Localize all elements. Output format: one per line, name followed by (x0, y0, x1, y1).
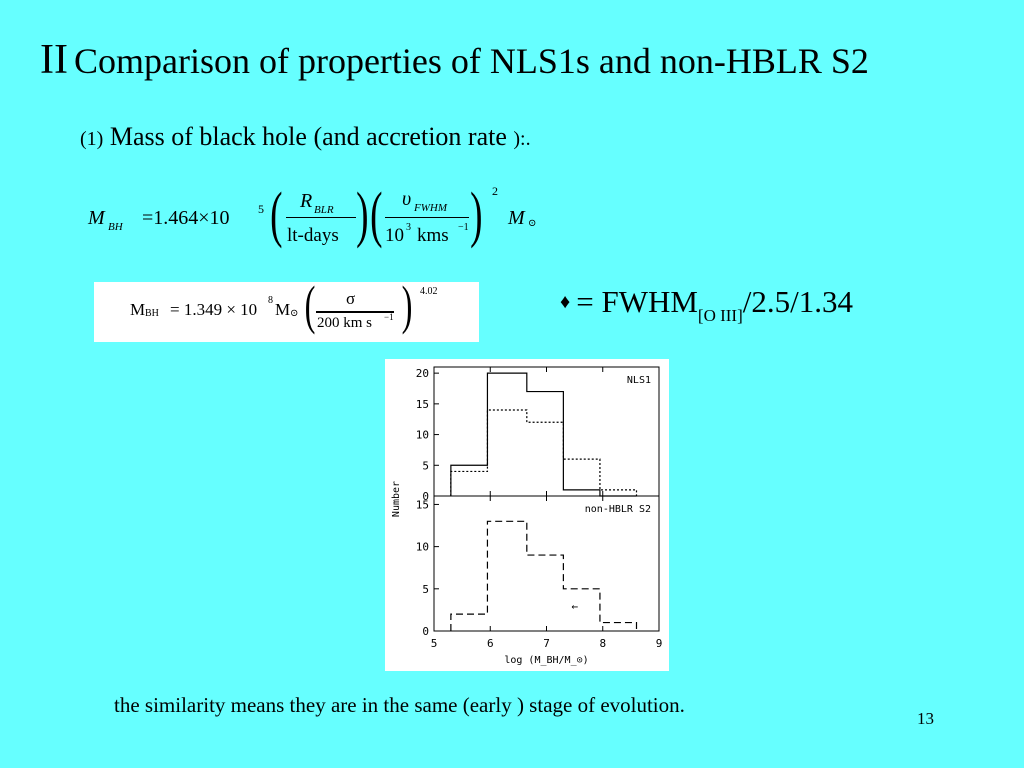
x-tick-label: 9 (656, 637, 663, 650)
f2-msun: M (275, 300, 291, 319)
f1-num1-sub: BLR (314, 204, 334, 216)
fwhm-tail: /2.5/1.34 (742, 284, 853, 319)
f2-paren-close: ) (401, 275, 413, 335)
f2-power: 4.02 (420, 286, 438, 297)
subtitle-suffix: ):. (513, 128, 531, 150)
fwhm-bullet-point: ♦ = FWHM[O III]/2.5/1.34 (560, 284, 853, 325)
f2-den-exp: −1 (384, 312, 394, 322)
f1-num1: R (300, 190, 313, 212)
f2-coefficient: = 1.349 × 10 (170, 300, 258, 319)
subtitle-text: Mass of black hole (and accretion rate (109, 122, 507, 151)
f1-lhs-sub: BH (108, 221, 123, 233)
y-tick-label: 0 (422, 490, 429, 503)
f1-coefficient: =1.464×10 (142, 207, 230, 229)
f1-paren-open-1: ( (270, 181, 283, 249)
black-hole-mass-formula: M BH =1.464×10 5 ( R BLR lt-days ) ( υ F… (88, 180, 548, 260)
f1-den2-exp2: −1 (458, 222, 469, 233)
f2-exponent: 8 (268, 295, 273, 306)
f1-rhs-sub: ⊙ (528, 218, 537, 229)
page-number: 13 (917, 709, 934, 728)
f1-den2-exp: 3 (406, 222, 411, 233)
annotation-arrow: ← (571, 600, 578, 613)
f1-den1: lt-days (287, 225, 339, 246)
y-tick-label: 5 (422, 459, 429, 472)
f1-den2-a: 10 (385, 225, 404, 246)
histogram-series-dotted (450, 409, 638, 496)
fwhm-sub: [O III] (697, 306, 743, 325)
title-text: Comparison of properties of NLS1s and no… (73, 41, 869, 81)
fwhm-eq: = FWHM (576, 284, 698, 319)
slide-title: II Comparison of properties of NLS1s and … (40, 36, 869, 84)
f2-paren-open: ( (304, 275, 316, 335)
y-tick-label: 15 (416, 398, 429, 411)
y-tick-label: 15 (416, 498, 429, 511)
panel-label: non-HBLR S2 (585, 504, 651, 515)
f2-fraction-line (316, 311, 394, 313)
f2-msun-sub: ⊙ (290, 308, 299, 319)
f1-num2-sub: FWHM (414, 202, 447, 214)
f2-den: 200 km s (317, 315, 373, 331)
subtitle: (1) Mass of black hole (and accretion ra… (80, 122, 531, 152)
y-tick-label: 5 (422, 583, 429, 596)
f1-paren-close-2: ) (470, 181, 483, 249)
f1-fraction-line-1 (286, 217, 356, 218)
f2-num: σ (346, 289, 356, 308)
subtitle-prefix: (1) (80, 128, 104, 150)
f2-lhs: M (130, 300, 146, 319)
x-tick-label: 7 (543, 637, 550, 650)
histogram-series-dashed (450, 520, 638, 631)
histogram-series-solid (450, 372, 637, 497)
f1-num2: υ (402, 188, 412, 210)
f1-fraction-line-2 (385, 217, 469, 218)
f2-lhs-sub: BH (145, 308, 159, 319)
x-tick-label: 5 (431, 637, 438, 650)
x-tick-label: 8 (599, 637, 606, 650)
panel-frame (433, 366, 660, 497)
y-tick-label: 0 (422, 625, 429, 638)
sigma-mass-formula: M BH = 1.349 × 10 8 M ⊙ ( σ 200 km s −1 … (94, 275, 479, 342)
y-tick-label: 10 (416, 541, 429, 554)
f1-exponent: 5 (258, 202, 264, 216)
title-numeral: II (40, 37, 68, 83)
f1-power: 2 (492, 184, 498, 198)
panel-label: NLS1 (627, 375, 651, 386)
f1-paren-close-1: ) (356, 181, 369, 249)
panel-frame (433, 495, 660, 632)
mass-histogram: 0 5 10 15 20 NLS1 0 5 10 15 non-HBLR S2 ← 5 6 7 8 9 log (… (385, 359, 669, 671)
x-axis-label: log (M_BH/M_⊙) (504, 655, 588, 666)
f1-rhs: M (508, 207, 525, 229)
x-tick-label: 6 (487, 637, 494, 650)
footer-text: the similarity means they are in the sam… (114, 693, 685, 717)
f1-den2-b: kms (417, 225, 449, 246)
diamond-bullet-icon: ♦ (560, 291, 571, 313)
f1-paren-open-2: ( (370, 181, 383, 249)
f1-lhs: M (88, 207, 105, 229)
y-tick-label: 10 (416, 429, 429, 442)
y-axis-label: Number (391, 481, 402, 517)
y-tick-label: 20 (416, 367, 429, 380)
